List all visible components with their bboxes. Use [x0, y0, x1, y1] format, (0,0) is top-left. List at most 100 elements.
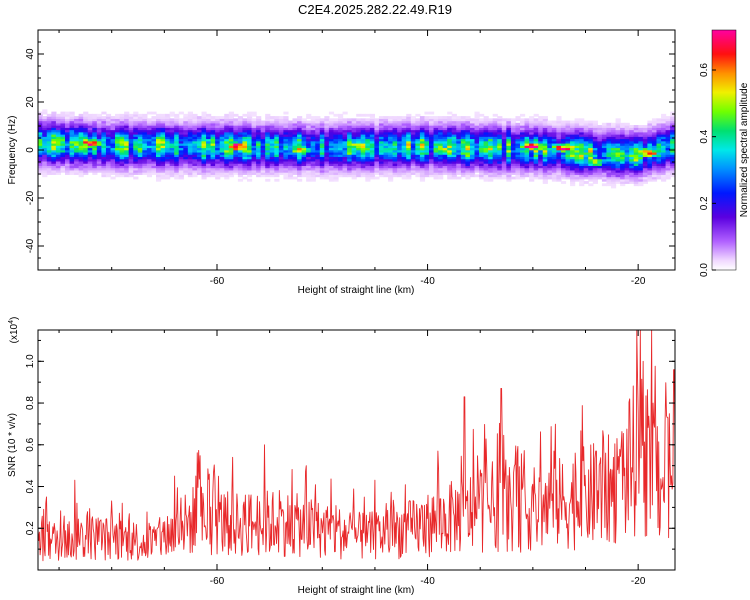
heatmap-cell: [219, 125, 225, 128]
heatmap-cell: [365, 138, 371, 142]
heatmap-cell: [597, 172, 603, 175]
heatmap-cell: [378, 172, 385, 175]
heatmap-cell: [115, 172, 121, 175]
heatmap-cell: [401, 172, 407, 175]
heatmap-cell: [424, 165, 430, 169]
heatmap-cell: [378, 160, 385, 164]
heatmap-cell: [547, 120, 553, 124]
heatmap-cell: [383, 158, 389, 162]
heatmap-cell: [429, 154, 435, 158]
heatmap-cell: [438, 120, 444, 124]
heatmap-cell: [128, 167, 134, 171]
heatmap-cell: [42, 109, 48, 113]
heatmap-cell: [460, 125, 466, 128]
heatmap-cell: [460, 138, 466, 142]
heatmap-cell: [283, 127, 289, 131]
heatmap-cell: [651, 165, 658, 169]
heatmap-cell: [651, 118, 658, 122]
heatmap-cell: [228, 169, 234, 173]
heatmap-cell: [497, 120, 503, 124]
heatmap-cell: [656, 142, 662, 146]
heatmap-cell: [55, 154, 62, 158]
heatmap-cell: [656, 149, 662, 153]
heatmap-cell: [433, 136, 439, 140]
heatmap-cell: [447, 151, 453, 155]
heatmap-cell: [237, 118, 244, 122]
heatmap-cell: [124, 151, 130, 155]
heatmap-cell: [42, 145, 48, 149]
heatmap-cell: [78, 149, 84, 153]
heatmap-cell: [338, 151, 344, 155]
heatmap-cell: [529, 142, 535, 146]
heatmap-cell: [488, 131, 494, 135]
heatmap-cell: [74, 138, 80, 142]
heatmap-cell: [401, 151, 407, 155]
heatmap-cell: [228, 122, 234, 126]
heatmap-cell: [401, 136, 407, 140]
heatmap-cell: [210, 136, 216, 140]
heatmap-cell: [501, 163, 507, 166]
heatmap-cell: [128, 169, 134, 173]
heatmap-cell: [401, 140, 407, 144]
heatmap-cell: [656, 134, 662, 137]
heatmap-cell: [115, 134, 121, 137]
heatmap-cell: [51, 136, 57, 140]
heatmap-cell: [501, 149, 507, 153]
heatmap-cell: [233, 158, 239, 162]
heatmap-cell: [310, 176, 316, 180]
heatmap-cell: [665, 151, 671, 155]
heatmap-cell: [506, 140, 512, 144]
heatmap-cell: [210, 172, 216, 175]
heatmap-cell: [506, 172, 512, 175]
heatmap-cell: [647, 129, 653, 133]
heatmap-cell: [592, 154, 598, 158]
heatmap-cell: [105, 174, 112, 178]
heatmap-cell: [465, 131, 471, 135]
heatmap-cell: [592, 142, 598, 146]
heatmap-cell: [661, 122, 667, 126]
heatmap-cell: [360, 149, 366, 153]
heatmap-cell: [87, 156, 93, 160]
heatmap-cell: [529, 163, 535, 166]
heatmap-cell: [128, 134, 134, 137]
heatmap-cell: [410, 165, 416, 169]
heatmap-cell: [196, 120, 203, 124]
heatmap-cell: [615, 127, 621, 131]
heatmap-cell: [419, 154, 426, 158]
heatmap-cell: [442, 169, 448, 173]
heatmap-cell: [215, 127, 221, 131]
heatmap-cell: [392, 160, 398, 164]
heatmap-cell: [520, 131, 526, 135]
heatmap-cell: [392, 127, 398, 131]
heatmap-cell: [651, 138, 658, 142]
heatmap-cell: [433, 142, 439, 146]
heatmap-cell: [210, 131, 216, 135]
heatmap-cell: [96, 127, 102, 131]
heatmap-cell: [638, 172, 644, 175]
heatmap-cell: [647, 147, 653, 151]
heatmap-cell: [183, 149, 189, 153]
heatmap-cell: [151, 149, 157, 153]
heatmap-cell: [665, 167, 671, 171]
heatmap-cell: [515, 122, 521, 126]
heatmap-cell: [287, 142, 294, 146]
heatmap-cell: [451, 129, 457, 133]
heatmap-cell: [429, 111, 435, 115]
heatmap-cell: [419, 149, 426, 153]
heatmap-cell: [228, 154, 234, 158]
heatmap-cell: [78, 169, 84, 173]
heatmap-cell: [442, 127, 448, 131]
heatmap-cell: [588, 125, 594, 128]
heatmap-cell: [424, 160, 430, 164]
heatmap-cell: [137, 154, 143, 158]
heatmap-cell: [556, 129, 562, 133]
x-tick-label: -40: [420, 576, 435, 587]
heatmap-cell: [588, 163, 594, 166]
heatmap-cell: [251, 163, 257, 166]
heatmap-cell: [592, 131, 598, 135]
heatmap-cell: [156, 129, 162, 133]
heatmap-cell: [201, 138, 207, 142]
heatmap-cell: [661, 125, 667, 128]
heatmap-cell: [69, 125, 75, 128]
heatmap-cell: [347, 129, 353, 133]
